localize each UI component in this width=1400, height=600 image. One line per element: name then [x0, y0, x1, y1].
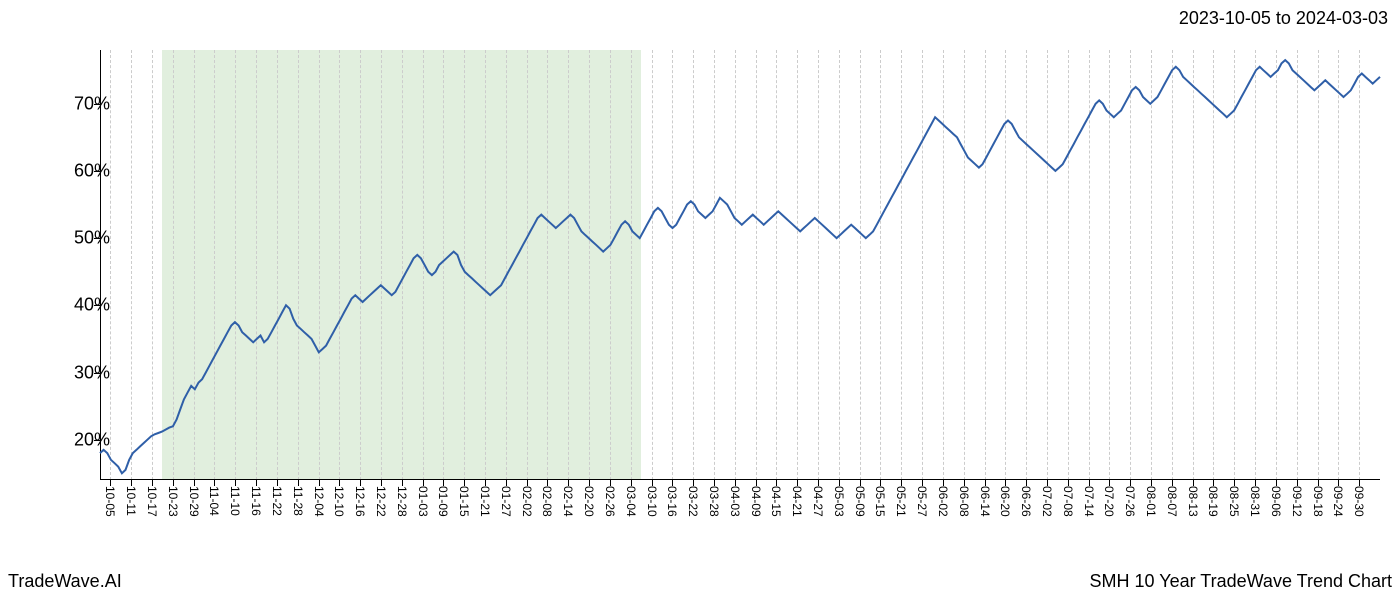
x-tick-label: 04-09 — [749, 480, 763, 517]
x-tick-label: 06-20 — [998, 480, 1012, 517]
x-tick-label: 06-14 — [978, 480, 992, 517]
line-series-svg — [100, 50, 1380, 480]
x-tick-label: 09-24 — [1331, 480, 1345, 517]
x-tick-label: 09-18 — [1311, 480, 1325, 517]
x-tick-label: 07-26 — [1123, 480, 1137, 517]
x-tick-label: 08-25 — [1227, 480, 1241, 517]
x-tick-label: 04-27 — [811, 480, 825, 517]
x-tick-label: 05-15 — [873, 480, 887, 517]
x-tick-label: 02-20 — [582, 480, 596, 517]
x-tick-label: 03-16 — [665, 480, 679, 517]
x-tick-label: 09-30 — [1352, 480, 1366, 517]
y-tick-label: 20% — [40, 429, 110, 450]
y-tick-label: 30% — [40, 362, 110, 383]
x-tick-label: 07-08 — [1061, 480, 1075, 517]
x-tick-label: 01-03 — [416, 480, 430, 517]
x-tick-label: 09-06 — [1269, 480, 1283, 517]
x-tick-label: 02-08 — [540, 480, 554, 517]
x-tick-label: 01-15 — [457, 480, 471, 517]
x-tick-label: 01-09 — [436, 480, 450, 517]
x-tick-label: 03-22 — [686, 480, 700, 517]
x-tick-label: 10-29 — [187, 480, 201, 517]
x-tick-label: 10-05 — [103, 480, 117, 517]
x-tick-label: 10-17 — [145, 480, 159, 517]
x-tick-label: 07-20 — [1102, 480, 1116, 517]
x-tick-label: 01-21 — [478, 480, 492, 517]
x-tick-label: 05-21 — [894, 480, 908, 517]
x-tick-label: 10-11 — [124, 480, 138, 516]
x-tick-label: 12-22 — [374, 480, 388, 517]
x-tick-label: 12-28 — [395, 480, 409, 517]
x-tick-label: 06-26 — [1019, 480, 1033, 517]
x-tick-label: 09-12 — [1290, 480, 1304, 517]
x-tick-label: 03-04 — [624, 480, 638, 517]
x-tick-label: 11-04 — [207, 480, 221, 516]
x-tick-label: 11-16 — [249, 480, 263, 516]
x-tick-label: 04-21 — [790, 480, 804, 517]
y-tick-label: 50% — [40, 228, 110, 249]
x-tick-label: 05-27 — [915, 480, 929, 517]
x-tick-label: 11-22 — [270, 480, 284, 516]
x-tick-label: 08-31 — [1248, 480, 1262, 517]
x-tick-label: 08-01 — [1144, 480, 1158, 517]
x-tick-label: 12-10 — [332, 480, 346, 517]
x-tick-label: 02-26 — [603, 480, 617, 517]
x-tick-label: 07-14 — [1082, 480, 1096, 517]
x-tick-label: 05-09 — [853, 480, 867, 517]
y-tick-label: 40% — [40, 295, 110, 316]
date-range-label: 2023-10-05 to 2024-03-03 — [1179, 8, 1388, 29]
x-tick-label: 03-28 — [707, 480, 721, 517]
chart-plot-area: 10-0510-1110-1710-2310-2911-0411-1011-16… — [100, 50, 1380, 480]
x-tick-label: 12-04 — [312, 480, 326, 517]
x-tick-label: 11-10 — [228, 480, 242, 516]
x-tick-label: 11-28 — [291, 480, 305, 516]
x-tick-label: 12-16 — [353, 480, 367, 517]
x-tick-label: 02-02 — [520, 480, 534, 517]
y-tick-label: 70% — [40, 93, 110, 114]
x-tick-label: 03-10 — [645, 480, 659, 517]
series-line — [100, 60, 1380, 473]
footer-title: SMH 10 Year TradeWave Trend Chart — [1090, 571, 1392, 592]
x-tick-label: 08-19 — [1206, 480, 1220, 517]
x-tick-label: 07-02 — [1040, 480, 1054, 517]
x-tick-label: 04-03 — [728, 480, 742, 517]
footer-brand: TradeWave.AI — [8, 571, 122, 592]
x-tick-label: 02-14 — [561, 480, 575, 517]
x-tick-label: 04-15 — [769, 480, 783, 517]
x-tick-label: 08-13 — [1186, 480, 1200, 517]
x-tick-label: 01-27 — [499, 480, 513, 517]
x-tick-label: 06-02 — [936, 480, 950, 517]
x-tick-label: 10-23 — [166, 480, 180, 517]
x-tick-label: 05-03 — [832, 480, 846, 517]
x-tick-label: 08-07 — [1165, 480, 1179, 517]
x-tick-label: 06-08 — [957, 480, 971, 517]
y-tick-label: 60% — [40, 160, 110, 181]
